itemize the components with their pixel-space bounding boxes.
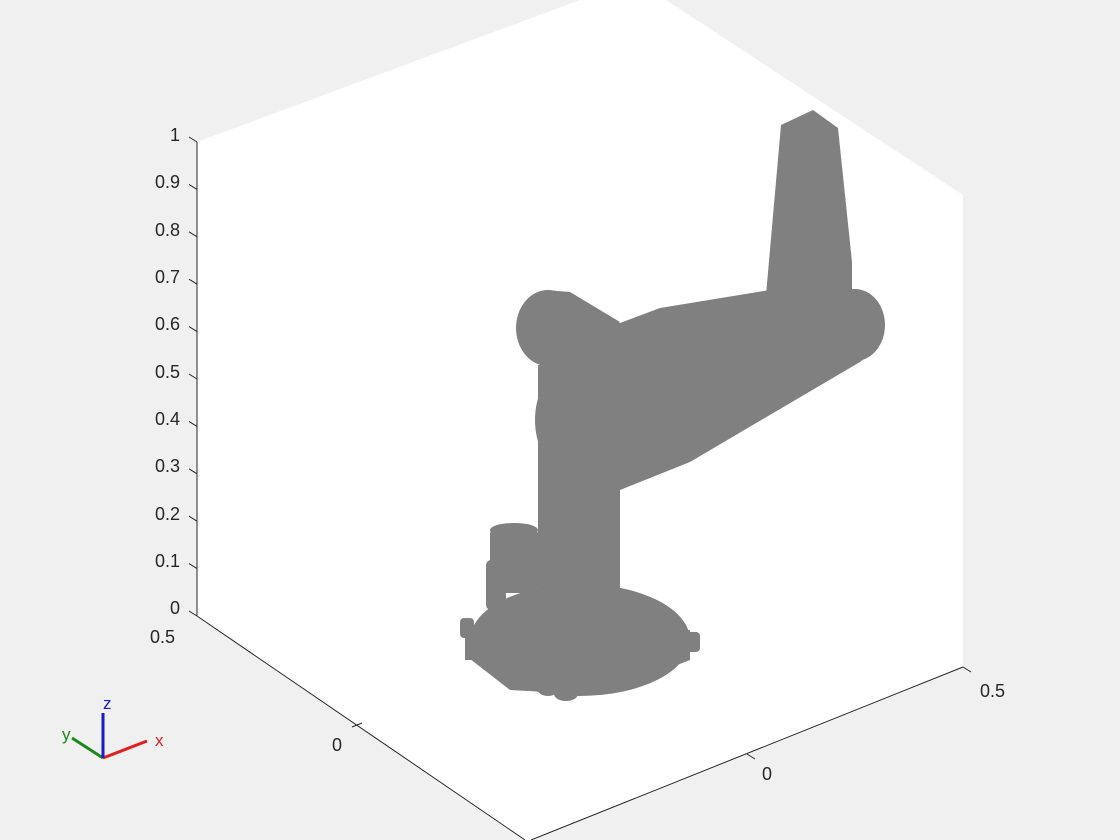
z-tick-label: 0.2 — [155, 504, 180, 524]
robot-forearm — [766, 110, 852, 295]
z-tick-label: 0 — [170, 598, 180, 618]
x-tick-label: 0 — [762, 764, 772, 784]
z-tick-label: 0.6 — [155, 314, 180, 334]
triad-z-label: z — [103, 694, 112, 713]
z-tick-label: 0.8 — [155, 220, 180, 240]
z-tick-label: 0.3 — [155, 456, 180, 476]
x-ticks — [746, 666, 972, 760]
x-tick-label: 0.5 — [980, 681, 1005, 701]
triad-y-label: y — [62, 725, 71, 744]
x-axis-line — [530, 666, 964, 840]
y-ticks — [351, 722, 363, 728]
z-tick-label: 0.1 — [155, 551, 180, 571]
triad-x-label: x — [155, 731, 164, 750]
z-tick-label: 0.7 — [155, 267, 180, 287]
z-ticks — [188, 136, 198, 617]
robot-arm — [460, 110, 885, 701]
y-tick-label: 0.5 — [150, 627, 175, 647]
y-axis-line — [196, 615, 526, 840]
robot-upper-link — [538, 290, 880, 490]
z-tick-labels: 0 0.1 0.2 0.3 0.4 0.5 0.6 0.7 0.8 0.9 1 — [155, 125, 180, 618]
triad-x-arrow — [102, 739, 148, 760]
z-tick-label: 0.9 — [155, 172, 180, 192]
z-tick-label: 0.4 — [155, 409, 180, 429]
y-tick-label: 0 — [332, 735, 342, 755]
triad-y-arrow — [71, 736, 104, 760]
z-tick-label: 0.5 — [155, 362, 180, 382]
robot-elbow-joint — [825, 289, 885, 361]
robot-base-front — [465, 630, 690, 695]
z-tick-label: 1 — [170, 125, 180, 145]
axis-triad: x y z — [62, 694, 164, 760]
